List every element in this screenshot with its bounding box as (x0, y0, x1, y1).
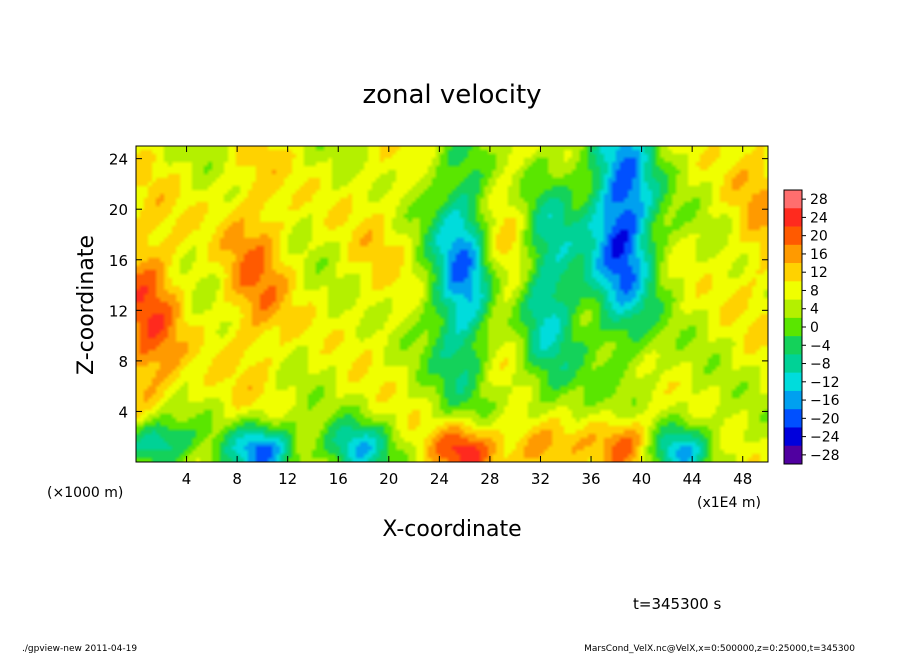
colorbar-label: 8 (810, 283, 819, 299)
colorbar-swatch (784, 354, 802, 373)
footer-right-note: MarsCond_VelX.nc@VelX,x=0:500000,z=0:250… (584, 644, 855, 654)
colorbar-swatch (784, 208, 802, 227)
x-tick-label: 36 (581, 470, 600, 488)
colorbar-label: −12 (810, 375, 840, 391)
colorbar-swatch (784, 317, 802, 337)
y-tick-label: 16 (109, 252, 128, 270)
x-tick-label: 28 (480, 470, 499, 488)
colorbar-label: 16 (810, 247, 828, 263)
colorbar-swatch (784, 390, 802, 410)
x-tick-label: 4 (182, 470, 192, 488)
y-tick-label: 4 (118, 403, 128, 421)
x-axis-label: X-coordinate (382, 517, 521, 542)
colorbar-swatch (784, 244, 802, 264)
time-label: t=345300 s (633, 595, 721, 613)
colorbar-swatch (784, 299, 802, 319)
colorbar-swatch (784, 263, 802, 282)
x-tick-label: 8 (232, 470, 242, 488)
x-tick-label: 44 (683, 470, 702, 488)
colorbar-label: 12 (810, 265, 828, 281)
colorbar-label: −28 (810, 448, 840, 464)
colorbar-label: −8 (810, 357, 831, 373)
y-tick-label: 12 (109, 302, 128, 320)
colorbar-label: 24 (810, 210, 828, 226)
chart-title: zonal velocity (362, 80, 541, 110)
x-tick-label: 24 (430, 470, 449, 488)
colorbar-swatch (784, 336, 802, 355)
y-tick-label: 20 (109, 201, 128, 219)
x-tick-label: 40 (632, 470, 651, 488)
y-tick-label: 24 (109, 151, 128, 169)
colorbar-label: 0 (810, 320, 819, 336)
x-tick-label: 16 (329, 470, 348, 488)
colorbar-label: −24 (810, 430, 840, 446)
colorbar-label: 20 (810, 229, 828, 245)
y-tick-label: 8 (118, 353, 128, 371)
x-unit-label-right: (x1E4 m) (697, 495, 761, 511)
x-tick-label: 12 (278, 470, 297, 488)
colorbar-swatch (784, 445, 802, 465)
colorbar-label: −4 (810, 338, 831, 354)
x-axis: 4 8 12 16 20 24 28 32 36 40 44 48 (182, 146, 752, 488)
colorbar-swatch (784, 281, 802, 300)
colorbar-swatch (784, 372, 802, 392)
colorbar: 28 24 20 16 12 8 4 0 −4 −8 −12 −16 −20 −24 −28 (783, 189, 840, 465)
colorbar-swatch (784, 409, 802, 428)
colorbar-label: 4 (810, 302, 819, 318)
heatmap-raster (136, 146, 768, 462)
plot-frame (135, 145, 769, 463)
colorbar-label: −20 (810, 411, 840, 427)
x-tick-label: 20 (379, 470, 398, 488)
colorbar-swatch (784, 427, 802, 447)
x-unit-label-left: (×1000 m) (47, 485, 123, 501)
colorbar-label: 28 (810, 192, 828, 208)
colorbar-swatch (784, 226, 802, 246)
heatmap-field (136, 146, 768, 462)
y-axis: 4 8 12 16 20 24 (109, 151, 768, 421)
y-axis-label: Z-coordinate (74, 235, 99, 375)
footer-left-note: ./gpview-new 2011-04-19 (22, 644, 137, 654)
x-tick-label: 48 (733, 470, 752, 488)
colorbar-label: −16 (810, 393, 840, 409)
colorbar-swatch (784, 190, 802, 209)
x-tick-label: 32 (531, 470, 550, 488)
